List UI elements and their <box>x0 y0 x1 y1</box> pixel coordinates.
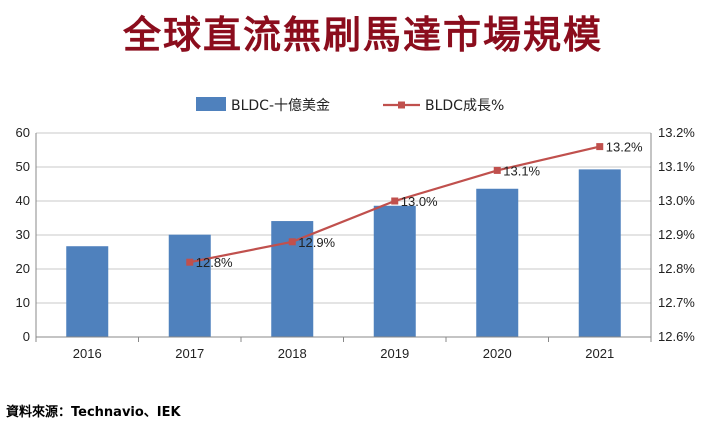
data-label: 13.2% <box>606 140 643 155</box>
bar <box>66 246 109 337</box>
legend-marker-line <box>398 101 405 109</box>
x-tick-label: 2016 <box>73 346 102 361</box>
data-label: 13.0% <box>401 194 438 209</box>
x-tick-label: 2020 <box>483 346 512 361</box>
data-label: 13.1% <box>503 163 540 178</box>
x-tick-label: 2017 <box>175 346 204 361</box>
gridlines <box>36 132 651 338</box>
line-point <box>391 197 399 205</box>
line-point <box>288 238 296 246</box>
x-tick-label: 2018 <box>278 346 307 361</box>
y-right-tick-label: 12.9% <box>658 227 695 242</box>
y-right-tick-label: 12.8% <box>658 261 695 276</box>
y-left-tick-label: 30 <box>16 227 30 242</box>
bar <box>476 188 519 337</box>
x-tick-label: 2021 <box>585 346 614 361</box>
line-point <box>186 258 194 266</box>
data-label: 12.8% <box>196 255 233 270</box>
x-tick-label: 2019 <box>380 346 409 361</box>
y-right-tick-label: 13.0% <box>658 193 695 208</box>
y-right-tick-label: 12.7% <box>658 295 695 310</box>
y-right-tick-label: 12.6% <box>658 329 695 344</box>
source-note: 資料來源：Technavio、IEK <box>6 405 181 420</box>
y-right-tick-label: 13.1% <box>658 159 695 174</box>
bar <box>168 234 211 337</box>
y-left-tick-label: 50 <box>16 159 30 174</box>
legend-label-line: BLDC成長% <box>425 98 504 114</box>
legend: BLDC-十億美金 BLDC成長% <box>196 97 504 114</box>
y-left-tick-label: 10 <box>16 295 30 310</box>
axes: 0 10 20 30 40 50 60 12.6% 12.7% 12.8% 12.9% 13.0% 13… <box>16 125 696 361</box>
data-label: 12.9% <box>298 235 335 250</box>
y-left-tick-label: 20 <box>16 261 30 276</box>
line-point <box>493 166 501 174</box>
y-left-tick-label: 0 <box>23 329 30 344</box>
line-point <box>596 143 604 151</box>
legend-swatch-bar <box>196 97 226 111</box>
legend-label-bar: BLDC-十億美金 <box>231 98 330 114</box>
y-left-tick-label: 40 <box>16 193 30 208</box>
bar <box>578 169 621 337</box>
y-right-tick-label: 13.2% <box>658 125 695 140</box>
y-left-tick-label: 60 <box>16 125 30 140</box>
chart-title: 全球直流無刷馬達市場規模 <box>122 12 603 57</box>
bar <box>373 205 416 337</box>
bar-series <box>66 169 621 337</box>
line-series: 12.8% 12.9% 13.0% 13.1% 13.2% <box>186 140 643 270</box>
